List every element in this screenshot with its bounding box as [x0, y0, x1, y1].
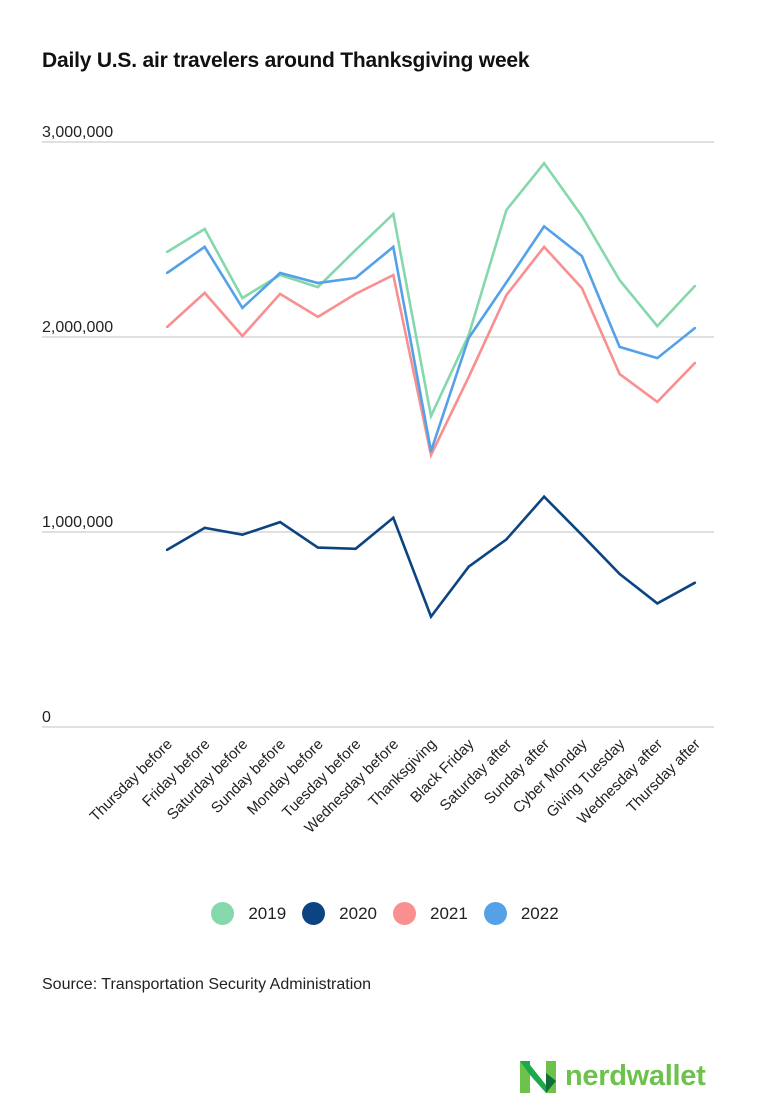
data-point [693, 326, 697, 330]
data-point [656, 356, 659, 360]
legend-swatch-icon [393, 902, 416, 925]
legend-swatch-icon [211, 902, 235, 925]
data-point [505, 538, 508, 541]
data-point [392, 273, 395, 277]
data-point [241, 533, 244, 536]
data-point [241, 334, 244, 338]
nerdwallet-wordmark: nerdwallet [565, 1060, 706, 1092]
series-line-2019 [166, 161, 696, 421]
data-point [618, 372, 621, 376]
data-point [165, 548, 169, 552]
chart-title: Daily U.S. air travelers around Thanksgi… [42, 49, 530, 72]
y-tick-label: 0 [42, 709, 51, 726]
data-point [542, 162, 546, 165]
y-tick-label: 1,000,000 [42, 514, 113, 531]
data-point [354, 276, 357, 280]
legend-label: 2019 [248, 903, 287, 923]
data-point [542, 495, 546, 498]
data-point [316, 546, 320, 549]
nerdwallet-logo: nerdwallet [520, 1060, 706, 1093]
data-point [203, 291, 206, 295]
data-point [618, 572, 621, 576]
data-point [278, 292, 282, 296]
data-point [656, 324, 659, 328]
data-point [241, 296, 244, 300]
data-point [316, 315, 320, 319]
data-point [467, 336, 470, 340]
y-tick-label: 2,000,000 [42, 319, 113, 336]
data-point [542, 245, 546, 249]
data-point [580, 286, 584, 290]
data-point [505, 293, 508, 297]
data-point [467, 565, 470, 568]
data-point [580, 533, 584, 537]
data-point [278, 520, 282, 524]
legend-label: 2021 [430, 903, 468, 923]
data-point [693, 581, 697, 584]
series-2021 [165, 244, 697, 460]
data-point [580, 214, 584, 218]
legend-swatch-icon [302, 902, 326, 925]
nerdwallet-n-logo-icon [520, 1060, 556, 1093]
legend-item-2019: 2019 [211, 902, 286, 925]
legend-item-2021: 2021 [393, 902, 468, 925]
data-point [580, 254, 584, 258]
data-point [392, 516, 395, 519]
line-chart: 0 1,000,000 2,000,000 3,000,000 Thursday be… [42, 124, 714, 837]
data-point [429, 449, 433, 453]
series-2022 [165, 224, 697, 453]
data-point [429, 615, 433, 618]
series-line-2020 [166, 494, 696, 620]
legend-item-2022: 2022 [483, 902, 559, 925]
series-2019 [165, 161, 697, 421]
legend-label: 2020 [339, 903, 377, 923]
data-point [165, 250, 169, 254]
source-note: Source: Transportation Security Administ… [42, 976, 372, 993]
data-point [656, 602, 659, 605]
data-point [316, 285, 320, 289]
data-point [241, 306, 244, 310]
data-point [467, 375, 470, 379]
y-axis-ticks: 0 1,000,000 2,000,000 3,000,000 [42, 124, 113, 726]
data-point [278, 271, 282, 275]
data-point [392, 212, 395, 216]
data-point [392, 245, 395, 249]
series-lines [165, 161, 697, 620]
data-point [165, 271, 169, 275]
data-point [354, 547, 357, 550]
data-point [203, 526, 206, 530]
data-point [693, 361, 697, 365]
y-tick-label: 3,000,000 [42, 124, 113, 141]
legend-label: 2022 [520, 903, 559, 923]
series-2020 [165, 494, 697, 620]
legend: 2019 2020 2021 2022 [0, 902, 770, 925]
data-point [505, 281, 508, 284]
data-point [693, 284, 697, 288]
data-point [618, 345, 621, 349]
data-point [316, 281, 320, 285]
data-point [656, 400, 659, 404]
data-point [165, 325, 169, 329]
legend-item-2020: 2020 [302, 902, 377, 925]
data-point [618, 278, 621, 282]
legend-swatch-icon [483, 902, 507, 925]
series-line-2021 [166, 244, 696, 460]
data-point [429, 453, 433, 457]
data-point [203, 227, 206, 231]
data-point [542, 225, 546, 228]
data-point [354, 248, 357, 252]
data-point [354, 292, 357, 296]
data-point [203, 245, 206, 249]
data-point [505, 208, 508, 212]
data-point [429, 414, 433, 418]
